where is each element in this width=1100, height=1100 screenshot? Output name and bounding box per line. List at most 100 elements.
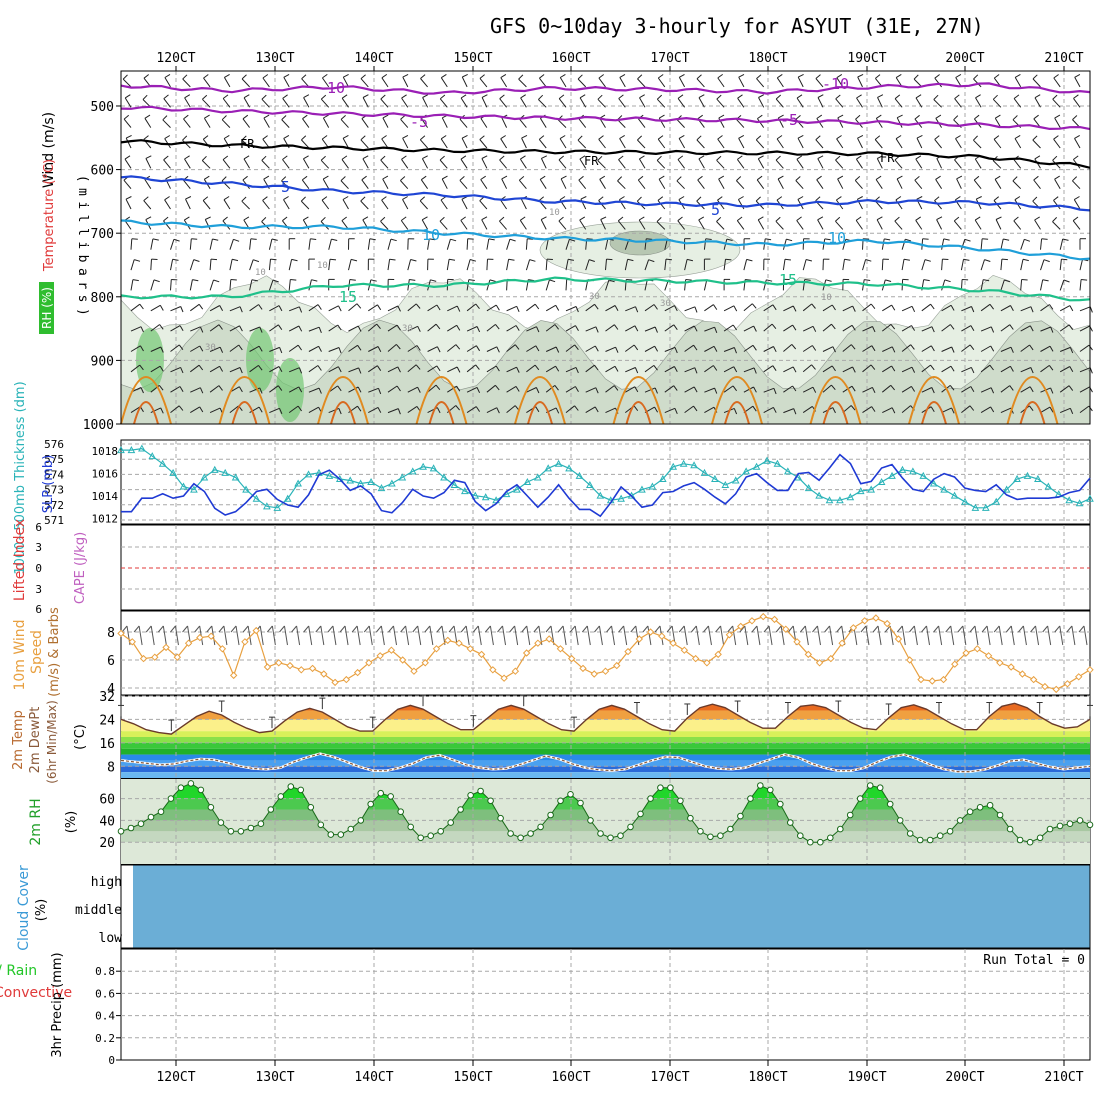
wind-barb-flag	[914, 114, 920, 120]
wind-barb-flag	[340, 176, 346, 181]
wind-barb	[184, 97, 191, 108]
wind-barb-flag	[693, 325, 698, 332]
wind-barb	[506, 259, 510, 271]
wind-barb	[578, 179, 587, 190]
wind-barb	[130, 406, 141, 414]
wind-barb-flag	[1012, 176, 1018, 182]
wind-barb	[269, 305, 280, 312]
wind-barb-flag	[362, 94, 369, 98]
wind-10m-point	[410, 667, 418, 675]
wind-10m-barb	[417, 625, 422, 646]
precip-panel: 0.80.60.40.20 Run Total = 0 Total / Rain…	[0, 948, 1091, 1067]
wind-barb	[407, 303, 417, 312]
wind-barb-flag	[239, 325, 243, 332]
wind-barb-flag	[949, 385, 955, 391]
wind-10m-tick: 8	[107, 626, 115, 641]
rh-2m-point	[697, 828, 704, 835]
wind-barb-flag	[380, 155, 386, 161]
cape-axis-label: CAPE (J/kg)	[73, 532, 88, 604]
wind-barb-flag	[772, 407, 777, 413]
wind-10m-barb	[707, 625, 712, 646]
wind-barb	[249, 279, 253, 291]
warm-contour-inner	[527, 401, 553, 425]
wind-barb-flag	[415, 364, 421, 370]
wind-barb-flag	[262, 74, 269, 79]
wind-10m-barb-flag	[654, 625, 661, 633]
wind-10m-point	[534, 639, 542, 647]
wind-barb-flag	[1073, 155, 1079, 160]
wind-barb	[837, 117, 844, 128]
wind-barb	[1072, 220, 1081, 230]
wind-barb-flag	[178, 405, 184, 411]
wind-barb-flag	[983, 279, 990, 282]
wind-barb	[268, 259, 271, 271]
wind-barb-flag	[594, 406, 599, 413]
precip-tick: 0	[108, 1054, 115, 1067]
wind-barb	[249, 406, 260, 414]
wind-10m-barb-flag	[351, 625, 358, 633]
time-tick-top: 170CT	[650, 51, 689, 66]
wind-barb	[1014, 138, 1022, 149]
wind-barb	[1000, 346, 1012, 352]
wind-barb-flag	[738, 134, 745, 139]
wind-barb-flag	[871, 406, 876, 412]
wind-barb	[461, 199, 468, 210]
wind-barb-flag	[479, 74, 485, 79]
thickness-point	[971, 503, 980, 511]
wind-barb-flag	[975, 94, 981, 99]
wind-barb	[1074, 138, 1081, 149]
wind-barb-flag	[775, 216, 781, 222]
wind-barb-flag	[877, 155, 883, 159]
wind-barb-flag	[338, 305, 342, 312]
wind-barb	[882, 304, 892, 312]
wind-barb-flag	[890, 384, 895, 391]
wind-barb	[1072, 180, 1081, 190]
thickness-point	[137, 444, 146, 452]
wind-barb	[545, 365, 556, 373]
wind-barb	[797, 76, 804, 88]
wind-10m-barb-flag	[993, 625, 1000, 633]
wind-barb	[1000, 305, 1011, 312]
wind-barb	[704, 326, 715, 332]
rh-2m-point	[477, 787, 484, 795]
wind-10m-barb-flag	[400, 625, 407, 633]
wind-barb-flag	[594, 345, 599, 352]
wind-barb-flag	[320, 216, 326, 222]
wind-barb-flag	[223, 134, 230, 139]
wind-barb	[854, 180, 863, 190]
wind-10m-point	[669, 639, 677, 647]
wind-barb	[525, 259, 531, 271]
wind-10m-barb-flag	[799, 625, 806, 633]
wind-barb	[1020, 239, 1025, 250]
wind-barb	[123, 179, 132, 190]
wind-10m-barb-flag	[1066, 625, 1073, 633]
wind-barb-flag	[915, 155, 922, 160]
wind-barb	[223, 199, 231, 210]
wind-barb	[1040, 238, 1043, 250]
wind-barb-flag	[421, 175, 427, 181]
wind-barb	[565, 239, 570, 250]
rh-2m-point	[1026, 838, 1034, 846]
wind-barb	[817, 219, 824, 230]
wind-barb	[664, 407, 676, 414]
wind-barb	[862, 326, 873, 332]
wind-barb	[802, 259, 807, 271]
thickness-point	[554, 459, 563, 467]
wind-barb-flag	[568, 258, 574, 261]
thickness-point	[148, 452, 157, 460]
wind-barb	[802, 345, 813, 352]
wind-barb-flag	[396, 324, 401, 331]
wind-barb	[461, 137, 468, 149]
wind-barb-flag	[436, 407, 441, 414]
wind-barb-flag	[218, 385, 223, 391]
wind-barb-flag	[184, 94, 191, 99]
wind-barb-flag	[837, 114, 844, 119]
wind-barb-flag	[340, 115, 346, 120]
wind-barb	[783, 385, 793, 393]
wind-barb	[723, 347, 735, 352]
wind-barb	[446, 344, 457, 352]
isotherm-line	[120, 139, 1091, 169]
wind-barb-flag	[714, 327, 718, 333]
wind-barb-flag	[1014, 134, 1021, 139]
wind-barb	[419, 200, 428, 210]
